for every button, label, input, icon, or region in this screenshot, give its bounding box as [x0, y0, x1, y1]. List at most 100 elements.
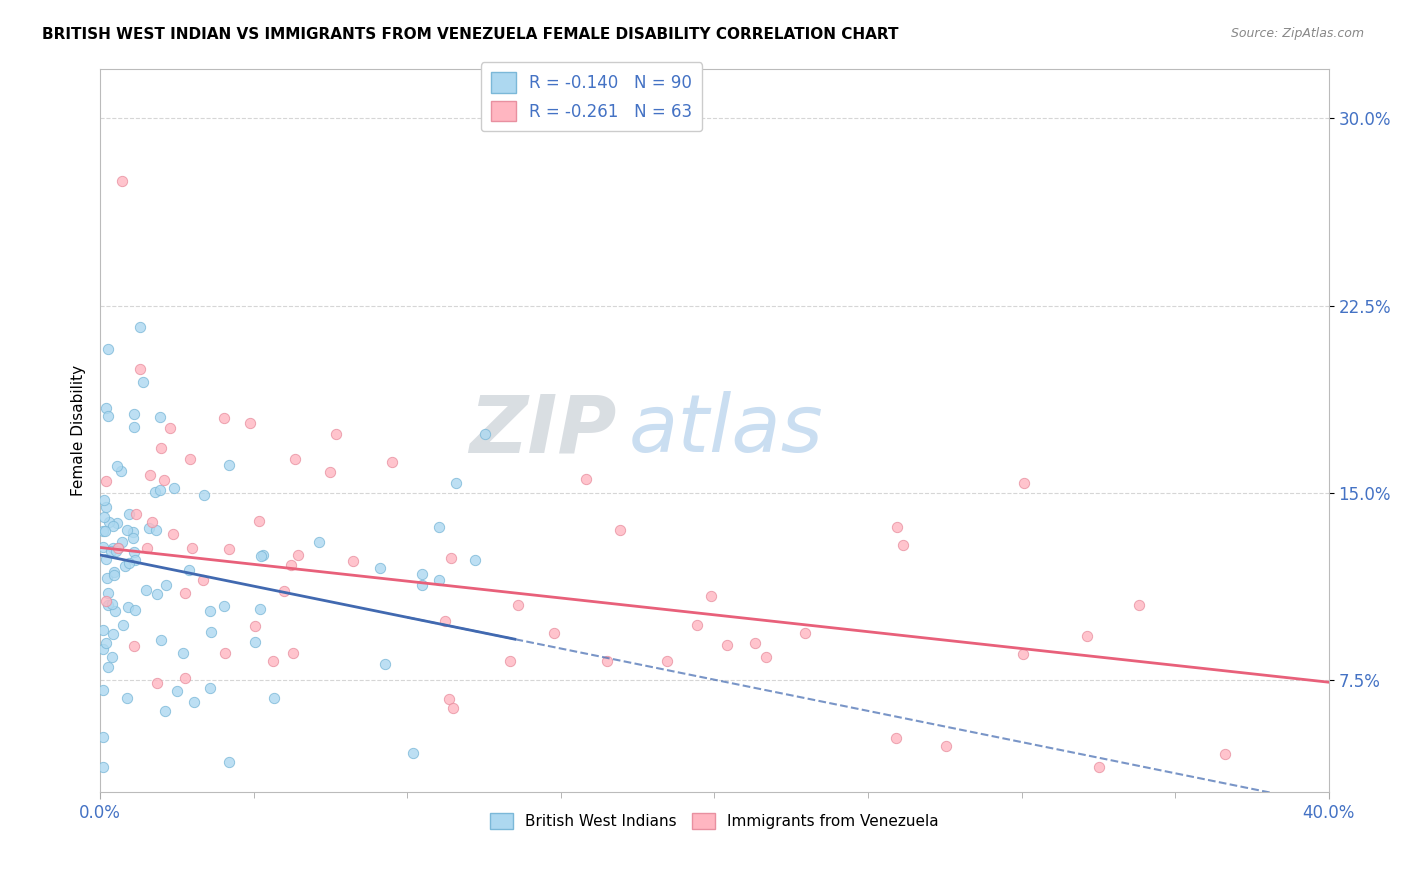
Point	[427, 520, 450, 534]
Point	[172, 646, 194, 660]
Point	[150, 632, 173, 647]
Point	[149, 409, 172, 424]
Point	[134, 582, 156, 597]
Point	[609, 523, 631, 537]
Point	[243, 635, 266, 649]
Point	[193, 488, 215, 502]
Point	[129, 320, 152, 334]
Point	[91, 682, 114, 697]
Point	[159, 421, 181, 435]
Point	[96, 594, 118, 608]
Point	[145, 524, 167, 538]
Point	[91, 760, 114, 774]
Point	[107, 516, 129, 531]
Point	[124, 552, 146, 566]
Point	[139, 467, 162, 482]
Point	[166, 684, 188, 698]
Point	[124, 639, 146, 653]
Point	[177, 563, 200, 577]
Point	[111, 174, 134, 188]
Point	[96, 552, 118, 566]
Point	[118, 556, 141, 570]
Point	[596, 654, 619, 668]
Point	[249, 602, 271, 616]
Point	[508, 598, 530, 612]
Point	[91, 623, 114, 637]
Point	[162, 527, 184, 541]
Point	[110, 464, 132, 478]
Point	[218, 756, 240, 770]
Point	[287, 548, 309, 562]
Point	[440, 551, 463, 566]
Point	[685, 618, 707, 632]
Point	[135, 541, 157, 555]
Point	[117, 599, 139, 614]
Point	[115, 690, 138, 705]
Point	[114, 558, 136, 573]
Text: Source: ZipAtlas.com: Source: ZipAtlas.com	[1230, 27, 1364, 40]
Point	[198, 681, 221, 695]
Point	[153, 705, 176, 719]
Point	[115, 524, 138, 538]
Point	[107, 541, 129, 555]
Point	[103, 568, 125, 582]
Point	[143, 484, 166, 499]
Point	[891, 537, 914, 551]
Point	[129, 361, 152, 376]
Point	[374, 657, 396, 672]
Point	[122, 544, 145, 558]
Point	[1088, 760, 1111, 774]
Point	[111, 617, 134, 632]
Point	[131, 376, 153, 390]
Point	[191, 574, 214, 588]
Point	[91, 540, 114, 554]
Point	[263, 690, 285, 705]
Point	[91, 642, 114, 657]
Text: atlas: atlas	[628, 392, 823, 469]
Point	[103, 565, 125, 579]
Point	[214, 599, 236, 613]
Y-axis label: Female Disability: Female Disability	[72, 365, 86, 496]
Point	[283, 646, 305, 660]
Point	[149, 441, 172, 455]
Point	[124, 603, 146, 617]
Point	[793, 625, 815, 640]
Point	[433, 614, 456, 628]
Point	[93, 492, 115, 507]
Point	[474, 427, 496, 442]
Point	[122, 531, 145, 545]
Point	[262, 654, 284, 668]
Point	[886, 520, 908, 534]
Point	[243, 619, 266, 633]
Point	[318, 465, 340, 479]
Point	[744, 635, 766, 649]
Point	[443, 700, 465, 714]
Point	[141, 515, 163, 529]
Point	[93, 510, 115, 524]
Point	[103, 626, 125, 640]
Point	[101, 598, 124, 612]
Point	[96, 409, 118, 423]
Point	[101, 650, 124, 665]
Point	[368, 560, 391, 574]
Point	[239, 417, 262, 431]
Point	[218, 458, 240, 473]
Point	[1011, 647, 1033, 661]
Point	[105, 544, 128, 558]
Point	[657, 654, 679, 668]
Point	[179, 452, 201, 467]
Point	[100, 544, 122, 558]
Point	[181, 541, 204, 555]
Point	[716, 638, 738, 652]
Text: ZIP: ZIP	[468, 392, 616, 469]
Point	[97, 660, 120, 674]
Point	[94, 636, 117, 650]
Point	[122, 524, 145, 539]
Point	[218, 542, 240, 557]
Point	[247, 514, 270, 528]
Point	[97, 586, 120, 600]
Point	[138, 521, 160, 535]
Point	[935, 739, 957, 754]
Point	[105, 458, 128, 473]
Point	[1012, 476, 1035, 491]
